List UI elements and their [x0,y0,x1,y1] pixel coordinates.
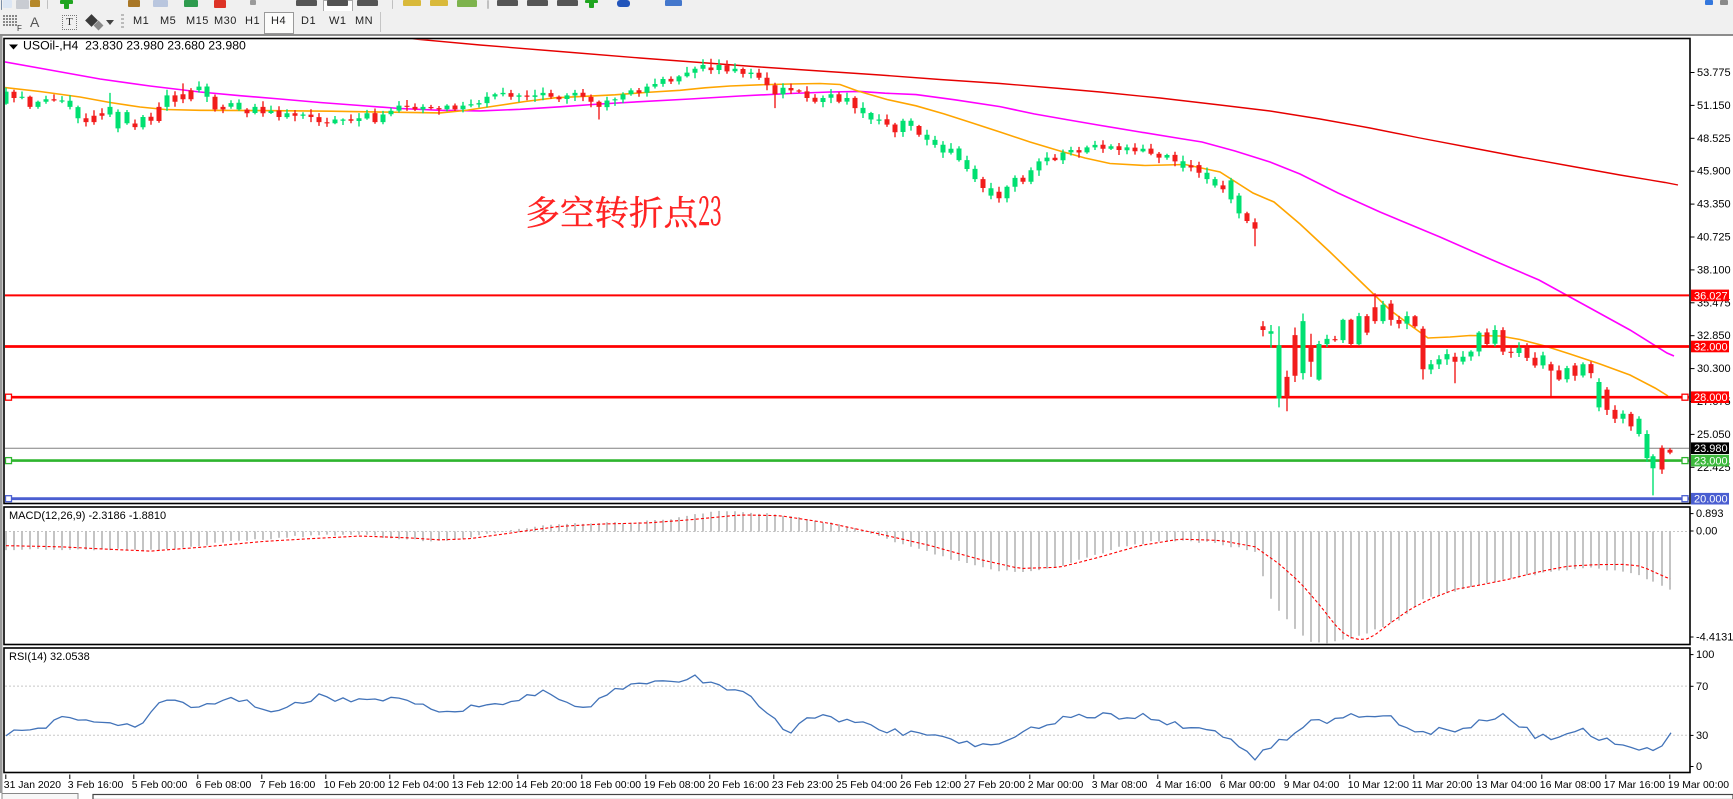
svg-text:16 Mar 08:00: 16 Mar 08:00 [1540,780,1601,791]
svg-text:25 Feb 04:00: 25 Feb 04:00 [836,780,897,791]
svg-text:20.000: 20.000 [1694,494,1728,506]
svg-text:0.893: 0.893 [1696,508,1724,520]
svg-text:11 Mar 20:00: 11 Mar 20:00 [1412,780,1473,791]
svg-text:43.350: 43.350 [1697,199,1731,211]
svg-text:6 Feb 08:00: 6 Feb 08:00 [196,780,252,791]
svg-text:23.980: 23.980 [1694,443,1728,455]
svg-text:6 Mar 00:00: 6 Mar 00:00 [1220,780,1276,791]
svg-text:0: 0 [1696,761,1702,773]
svg-text:38.100: 38.100 [1697,264,1731,276]
svg-text:7 Feb 16:00: 7 Feb 16:00 [260,780,316,791]
svg-text:0.00: 0.00 [1696,526,1717,538]
svg-text:-4.4131: -4.4131 [1696,632,1733,644]
svg-text:12 Feb 04:00: 12 Feb 04:00 [388,780,449,791]
svg-text:30: 30 [1696,730,1708,742]
svg-text:30.300: 30.300 [1697,363,1731,375]
svg-text:31 Jan 2020: 31 Jan 2020 [4,780,61,791]
svg-text:9 Mar 04:00: 9 Mar 04:00 [1284,780,1340,791]
svg-text:40.725: 40.725 [1697,232,1731,244]
svg-text:RSI(14) 32.0538: RSI(14) 32.0538 [9,651,90,663]
svg-text:20 Feb 16:00: 20 Feb 16:00 [708,780,769,791]
svg-text:26 Feb 12:00: 26 Feb 12:00 [900,780,961,791]
svg-text:13 Mar 04:00: 13 Mar 04:00 [1476,780,1537,791]
svg-text:51.150: 51.150 [1697,100,1731,112]
svg-text:13 Feb 12:00: 13 Feb 12:00 [452,780,513,791]
svg-text:70: 70 [1696,681,1708,693]
svg-text:53.775: 53.775 [1697,67,1731,79]
svg-text:32.000: 32.000 [1694,342,1728,354]
svg-text:23.000: 23.000 [1694,456,1728,468]
svg-text:23 Feb 23:00: 23 Feb 23:00 [772,780,833,791]
svg-text:10 Mar 12:00: 10 Mar 12:00 [1348,780,1409,791]
svg-text:14 Feb 20:00: 14 Feb 20:00 [516,780,577,791]
svg-text:19 Feb 08:00: 19 Feb 08:00 [644,780,705,791]
svg-text:10 Feb 20:00: 10 Feb 20:00 [324,780,385,791]
svg-text:36.027: 36.027 [1694,290,1728,302]
svg-text:3 Feb 16:00: 3 Feb 16:00 [68,780,124,791]
svg-text:100: 100 [1696,649,1714,661]
svg-text:45.900: 45.900 [1697,166,1731,178]
svg-text:17 Mar 16:00: 17 Mar 16:00 [1604,780,1665,791]
svg-text:25.050: 25.050 [1697,429,1731,441]
svg-text:27 Feb 20:00: 27 Feb 20:00 [964,780,1025,791]
svg-text:USOil-,H4 23.830 23.980 23.68: USOil-,H4 23.830 23.980 23.680 23.980 [23,39,246,53]
svg-text:MACD(12,26,9) -2.3186 -1.8810: MACD(12,26,9) -2.3186 -1.8810 [9,510,166,522]
svg-text:18 Feb 00:00: 18 Feb 00:00 [580,780,641,791]
svg-text:3 Mar 08:00: 3 Mar 08:00 [1092,780,1148,791]
svg-text:28.000: 28.000 [1694,392,1728,404]
svg-text:48.525: 48.525 [1697,133,1731,145]
svg-text:4 Mar 16:00: 4 Mar 16:00 [1156,780,1212,791]
svg-text:32.850: 32.850 [1697,330,1731,342]
svg-text:2 Mar 00:00: 2 Mar 00:00 [1028,780,1084,791]
svg-text:5 Feb 00:00: 5 Feb 00:00 [132,780,188,791]
svg-text:19 Mar 00:00: 19 Mar 00:00 [1668,780,1729,791]
